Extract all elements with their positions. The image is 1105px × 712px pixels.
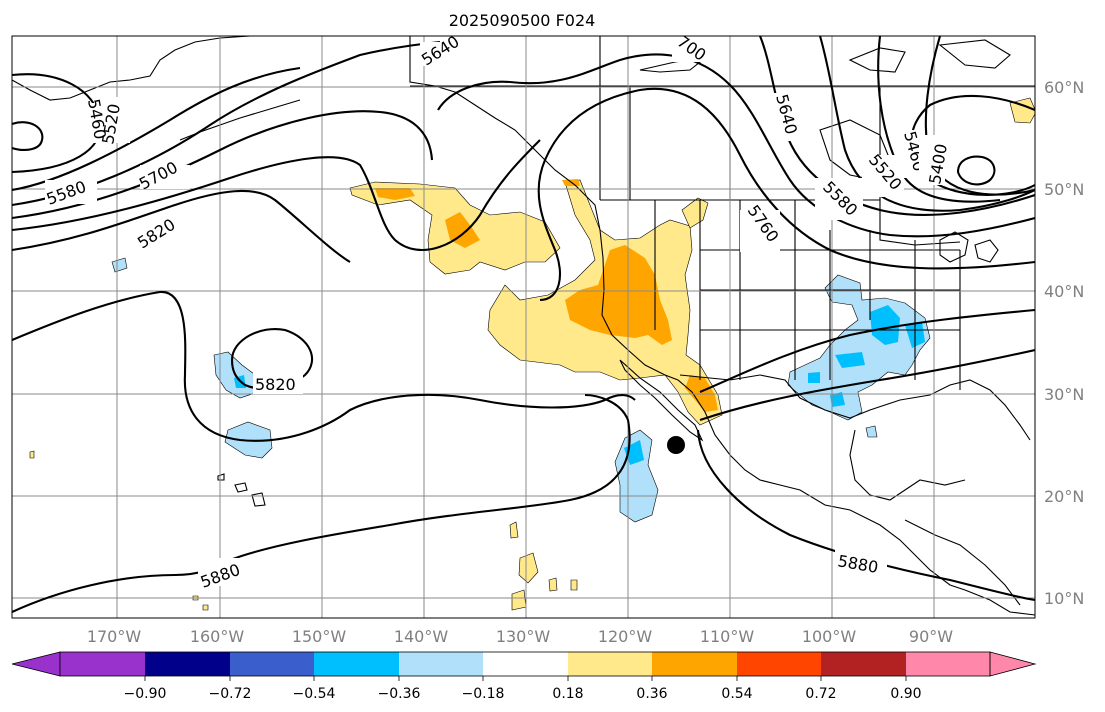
- lat-label: 20°N: [1044, 487, 1084, 506]
- hawaii-islands: [217, 473, 266, 507]
- lon-label: 110°W: [700, 627, 755, 646]
- lat-label: 50°N: [1044, 180, 1084, 199]
- negative-anomaly-texas-small: [865, 425, 878, 438]
- colorbar-tick: 0.36: [636, 686, 667, 702]
- negative-anomaly-deep-1: [870, 305, 900, 345]
- contour-5700-west: [12, 110, 434, 220]
- location-marker: [667, 436, 685, 454]
- positive-anomaly-island-3: [509, 521, 519, 539]
- canada-border-1: [410, 36, 1035, 200]
- longitude-labels: 170°W 160°W 150°W 140°W 130°W 120°W 110°…: [87, 627, 953, 646]
- contour-5340-low: [956, 155, 996, 186]
- colorbar-tick: 0.18: [552, 686, 583, 702]
- positive-anomaly-tiny-2: [202, 604, 209, 611]
- lat-label: 30°N: [1044, 385, 1084, 404]
- colorbar-segment: [906, 652, 990, 676]
- positive-anomaly-island-5: [570, 579, 578, 591]
- contour-5460-low: [12, 121, 44, 151]
- colorbar-extend-low: [11, 651, 61, 677]
- lat-label: 40°N: [1044, 282, 1084, 301]
- lon-label: 140°W: [394, 627, 449, 646]
- contour-5820-main: [12, 290, 636, 442]
- colorbar-segment: [145, 652, 230, 676]
- map-frame: [11, 35, 1036, 619]
- contour-label: 5820: [255, 375, 296, 394]
- contour-5640-west: [12, 40, 441, 207]
- colorbar-segment: [483, 652, 568, 676]
- contour-5760-us: [537, 87, 1035, 302]
- contour-5580-west: [12, 66, 301, 192]
- positive-anomaly-canada: [1009, 97, 1035, 124]
- central-america: [904, 519, 1021, 606]
- negative-anomaly-deep-4: [808, 372, 820, 383]
- positive-anomaly-orange-2: [445, 212, 480, 248]
- contour-5880-east: [699, 348, 1035, 421]
- positive-anomaly-orange-1: [375, 188, 415, 200]
- negative-anomaly-pacific-3: [111, 257, 128, 273]
- colorbar-segment: [399, 652, 483, 676]
- anomaly-shading: [29, 97, 1035, 611]
- lon-label: 120°W: [598, 627, 653, 646]
- colorbar-segment: [652, 652, 737, 676]
- colorbar-segment: [60, 652, 145, 676]
- colorbar-extend-high: [989, 651, 1037, 677]
- lon-label: 150°W: [292, 627, 347, 646]
- contour-5880-south: [12, 393, 631, 613]
- lon-label: 100°W: [802, 627, 857, 646]
- map-title: 2025090500 F024: [449, 11, 596, 30]
- contour-5820-us: [699, 308, 1035, 393]
- contour-5820-ring: [230, 328, 314, 390]
- map-panel: 5460 5520 5580 5640 5700 5760 5820 5820 …: [12, 36, 1035, 618]
- colorbar-tick: −0.54: [293, 686, 336, 702]
- latitude-labels: 60°N 50°N 40°N 30°N 20°N 10°N: [1044, 78, 1084, 608]
- colorbar-tick: 0.90: [890, 686, 921, 702]
- positive-anomaly-orange-3: [565, 245, 672, 345]
- contour-label-group: 5460 5520 5580 5640 5700 5760 5820 5820 …: [44, 36, 951, 592]
- baja-california: [619, 359, 704, 442]
- lon-label: 90°W: [909, 627, 953, 646]
- colorbar-segment: [568, 652, 652, 676]
- colorbar-tick: −0.36: [378, 686, 421, 702]
- great-lakes: [939, 231, 999, 263]
- positive-anomaly-tiny-3: [29, 450, 35, 459]
- negative-anomaly-deep-3: [835, 352, 865, 368]
- north-america-coast: [409, 36, 1035, 616]
- colorbar-tick: −0.72: [209, 686, 252, 702]
- contour-5760-west: [12, 139, 541, 251]
- negative-anomaly-deep-5: [830, 392, 845, 407]
- lat-label: 60°N: [1044, 78, 1084, 97]
- colorbar-tick: 0.72: [805, 686, 836, 702]
- mexico-east-coast: [849, 429, 966, 501]
- colorbar-segment: [737, 652, 821, 676]
- positive-anomaly-island-1: [518, 552, 539, 584]
- colorbar-segment: [314, 652, 399, 676]
- colorbar-segment: [821, 652, 906, 676]
- colorbar-tick: −0.18: [462, 686, 505, 702]
- colorbar: −0.90 −0.72 −0.54 −0.36 −0.18 0.18 0.36 …: [11, 651, 1037, 702]
- negative-anomaly-mexico: [614, 429, 659, 523]
- positive-anomaly-island-4: [548, 577, 558, 592]
- canada-arctic-coast: [639, 39, 1011, 73]
- colorbar-tick: 0.54: [721, 686, 752, 702]
- lat-label: 10°N: [1044, 589, 1084, 608]
- contour-5820-west: [12, 189, 351, 263]
- lon-label: 160°W: [190, 627, 245, 646]
- colorbar-segment: [230, 652, 314, 676]
- lon-label: 130°W: [496, 627, 551, 646]
- gulf-coast: [759, 374, 1031, 441]
- positive-anomaly-island-2: [511, 589, 527, 611]
- us-border: [600, 199, 961, 246]
- lon-label: 170°W: [87, 627, 142, 646]
- contour-5700-us: [437, 53, 1035, 238]
- asia-coast: [12, 36, 251, 101]
- colorbar-tick: −0.90: [124, 686, 167, 702]
